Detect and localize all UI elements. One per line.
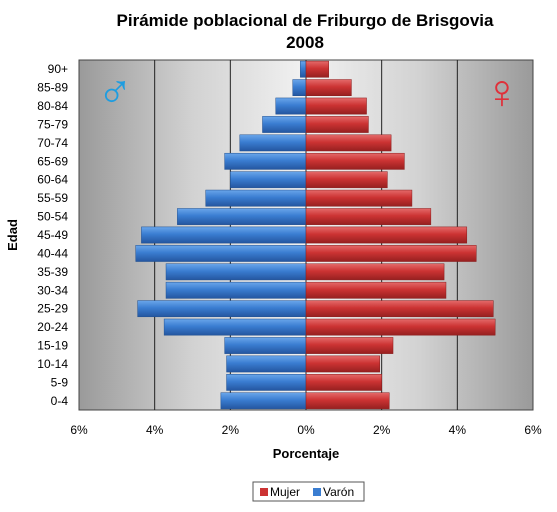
bar-mujer-35-39	[305, 263, 445, 281]
bar-mujer-70-74	[305, 134, 392, 152]
bar-varon-40-44	[135, 245, 307, 262]
y-tick-label: 5-9	[51, 375, 69, 389]
x-tick-label: 2%	[222, 423, 240, 437]
bar-varon-5-9	[226, 374, 307, 391]
y-tick-label: 50-54	[37, 210, 68, 224]
legend-swatch-mujer	[260, 488, 268, 496]
x-axis-title: Porcentaje	[273, 446, 339, 461]
bar-varon-25-29	[137, 300, 307, 318]
y-tick-label: 35-39	[37, 265, 68, 279]
bar-varon-20-24	[163, 318, 307, 336]
bar-mujer-20-24	[305, 318, 496, 336]
y-tick-label: 75-79	[37, 117, 68, 131]
bar-varon-10-14	[226, 355, 307, 373]
bar-mujer-90+	[305, 60, 329, 78]
y-tick-label: 70-74	[37, 136, 68, 150]
legend: Mujer Varón	[252, 481, 365, 502]
bar-varon-50-54	[177, 208, 307, 225]
bar-mujer-55-59	[305, 189, 413, 207]
bar-mujer-65-69	[305, 152, 405, 170]
chart-title-line2: 2008	[286, 33, 324, 52]
bar-varon-80-84	[275, 97, 307, 115]
chart-title-line1: Pirámide poblacional de Friburgo de Bris…	[117, 11, 494, 30]
bar-mujer-30-34	[305, 281, 447, 299]
x-tick-labels: 6% 4% 2% 0% 2% 4% 6%	[70, 423, 542, 437]
y-tick-label: 60-64	[37, 173, 68, 187]
legend-label-mujer: Mujer	[270, 485, 300, 499]
bar-mujer-10-14	[305, 355, 381, 373]
bar-mujer-5-9	[305, 374, 382, 391]
bar-varon-60-64	[230, 171, 307, 189]
x-tick-label: 4%	[449, 423, 467, 437]
y-tick-label: 10-14	[37, 357, 68, 371]
bar-mujer-15-19	[305, 337, 394, 354]
y-tick-label: 40-44	[37, 246, 68, 260]
legend-box	[252, 481, 365, 502]
bar-mujer-0-4	[305, 392, 390, 410]
x-tick-label: 0%	[297, 423, 315, 437]
y-tick-label: 45-49	[37, 228, 68, 242]
bar-mujer-25-29	[305, 300, 494, 318]
y-tick-label: 80-84	[37, 99, 68, 113]
x-tick-label: 2%	[373, 423, 391, 437]
y-tick-label: 85-89	[37, 81, 68, 95]
y-axis-title: Edad	[5, 219, 20, 251]
bar-mujer-60-64	[305, 171, 388, 189]
bar-varon-0-4	[220, 392, 307, 410]
male-symbol-icon: ♂	[97, 66, 133, 119]
bar-varon-45-49	[141, 226, 307, 244]
bar-mujer-40-44	[305, 245, 477, 262]
female-symbol-icon: ♀	[484, 66, 520, 119]
bar-varon-55-59	[205, 189, 307, 207]
x-tick-label: 6%	[524, 423, 542, 437]
y-tick-label: 25-29	[37, 302, 68, 316]
bar-mujer-45-49	[305, 226, 468, 244]
y-tick-label: 30-34	[37, 283, 68, 297]
bar-varon-70-74	[239, 134, 307, 152]
y-tick-label: 20-24	[37, 320, 68, 334]
bar-mujer-50-54	[305, 208, 432, 225]
y-tick-label: 90+	[48, 62, 68, 76]
bars-group	[135, 60, 496, 410]
bar-varon-90+	[300, 60, 307, 78]
bar-mujer-75-79	[305, 116, 369, 133]
bar-varon-75-79	[262, 116, 307, 133]
legend-label-varon: Varón	[323, 485, 354, 499]
y-tick-label: 65-69	[37, 154, 68, 168]
bar-mujer-85-89	[305, 79, 352, 96]
legend-swatch-varon	[313, 488, 321, 496]
y-tick-label: 0-4	[51, 394, 69, 408]
bar-mujer-80-84	[305, 97, 367, 115]
bar-varon-30-34	[165, 281, 307, 299]
y-tick-label: 55-59	[37, 191, 68, 205]
y-tick-labels: 0-4 5-9 10-14 15-19 20-24 25-29 30-34 35-39 40-4…	[37, 62, 68, 408]
x-tick-label: 4%	[146, 423, 164, 437]
bar-varon-15-19	[224, 337, 307, 354]
y-tick-label: 15-19	[37, 339, 68, 353]
bar-varon-65-69	[224, 152, 307, 170]
bar-varon-35-39	[165, 263, 307, 281]
x-tick-label: 6%	[70, 423, 88, 437]
bar-varon-85-89	[292, 79, 307, 96]
